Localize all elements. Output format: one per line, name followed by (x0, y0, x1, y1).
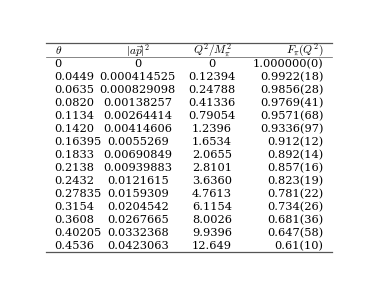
Text: 0.3608: 0.3608 (55, 215, 95, 225)
Text: 0.61(10): 0.61(10) (275, 241, 324, 251)
Text: 0.0121615: 0.0121615 (107, 176, 169, 186)
Text: 0.0159309: 0.0159309 (107, 189, 169, 199)
Text: 0.0332368: 0.0332368 (107, 228, 169, 238)
Text: 0.3154: 0.3154 (55, 202, 95, 212)
Text: 4.7613: 4.7613 (192, 189, 232, 199)
Text: 0.000414525: 0.000414525 (100, 72, 176, 82)
Text: 0.4536: 0.4536 (55, 241, 95, 251)
Text: $Q^2/M_\pi^2$: $Q^2/M_\pi^2$ (193, 41, 231, 59)
Text: 0.9336(97): 0.9336(97) (260, 124, 324, 134)
Text: 0.9922(18): 0.9922(18) (260, 72, 324, 82)
Text: 0.9571(68): 0.9571(68) (260, 111, 324, 121)
Text: 0.00939883: 0.00939883 (103, 163, 172, 173)
Text: 0.000829098: 0.000829098 (100, 85, 176, 95)
Text: 0.892(14): 0.892(14) (267, 150, 324, 160)
Text: 0.857(16): 0.857(16) (267, 163, 324, 173)
Text: 0.0204542: 0.0204542 (107, 202, 169, 212)
Text: 0.24788: 0.24788 (188, 85, 236, 95)
Text: 0.9769(41): 0.9769(41) (260, 98, 324, 108)
Text: 0.1833: 0.1833 (55, 150, 95, 160)
Text: 0: 0 (134, 59, 141, 69)
Text: 0.0423063: 0.0423063 (107, 241, 169, 251)
Text: 0.912(12): 0.912(12) (267, 137, 324, 147)
Text: 0.40205: 0.40205 (55, 228, 102, 238)
Text: 0.0449: 0.0449 (55, 72, 95, 82)
Text: 8.0026: 8.0026 (192, 215, 232, 225)
Text: 0.16395: 0.16395 (55, 137, 102, 147)
Text: 0.0267665: 0.0267665 (107, 215, 169, 225)
Text: 0.2138: 0.2138 (55, 163, 95, 173)
Text: 0.0055269: 0.0055269 (107, 137, 169, 147)
Text: 2.8101: 2.8101 (192, 163, 232, 173)
Text: 1.6534: 1.6534 (192, 137, 232, 147)
Text: 0.00264414: 0.00264414 (103, 111, 172, 121)
Text: 0.9856(28): 0.9856(28) (260, 85, 324, 95)
Text: 0.681(36): 0.681(36) (267, 215, 324, 225)
Text: 1.000000(0): 1.000000(0) (253, 59, 324, 69)
Text: 0: 0 (208, 59, 215, 69)
Text: 0.00690849: 0.00690849 (103, 150, 172, 160)
Text: 0.647(58): 0.647(58) (267, 228, 324, 238)
Text: 0.0820: 0.0820 (55, 98, 95, 108)
Text: $F_\pi(Q^2)$: $F_\pi(Q^2)$ (286, 42, 324, 59)
Text: 0.12394: 0.12394 (188, 72, 236, 82)
Text: 12.649: 12.649 (192, 241, 232, 251)
Text: 3.6360: 3.6360 (192, 176, 232, 186)
Text: 0.734(26): 0.734(26) (267, 202, 324, 212)
Text: 0.781(22): 0.781(22) (267, 189, 324, 199)
Text: 0.1134: 0.1134 (55, 111, 95, 121)
Text: 1.2396: 1.2396 (192, 124, 232, 134)
Text: 0.00138257: 0.00138257 (103, 98, 172, 108)
Text: 0.1420: 0.1420 (55, 124, 95, 134)
Text: 9.9396: 9.9396 (192, 228, 232, 238)
Text: $|a\vec{p}|^2$: $|a\vec{p}|^2$ (125, 42, 150, 59)
Text: 0.00414606: 0.00414606 (103, 124, 172, 134)
Text: $\theta$: $\theta$ (55, 44, 62, 56)
Text: 0.79054: 0.79054 (188, 111, 236, 121)
Text: 0.27835: 0.27835 (55, 189, 102, 199)
Text: 0.0635: 0.0635 (55, 85, 95, 95)
Text: 6.1154: 6.1154 (192, 202, 232, 212)
Text: 0.823(19): 0.823(19) (267, 176, 324, 186)
Text: 0: 0 (55, 59, 62, 69)
Text: 0.2432: 0.2432 (55, 176, 95, 186)
Text: 2.0655: 2.0655 (192, 150, 232, 160)
Text: 0.41336: 0.41336 (188, 98, 236, 108)
